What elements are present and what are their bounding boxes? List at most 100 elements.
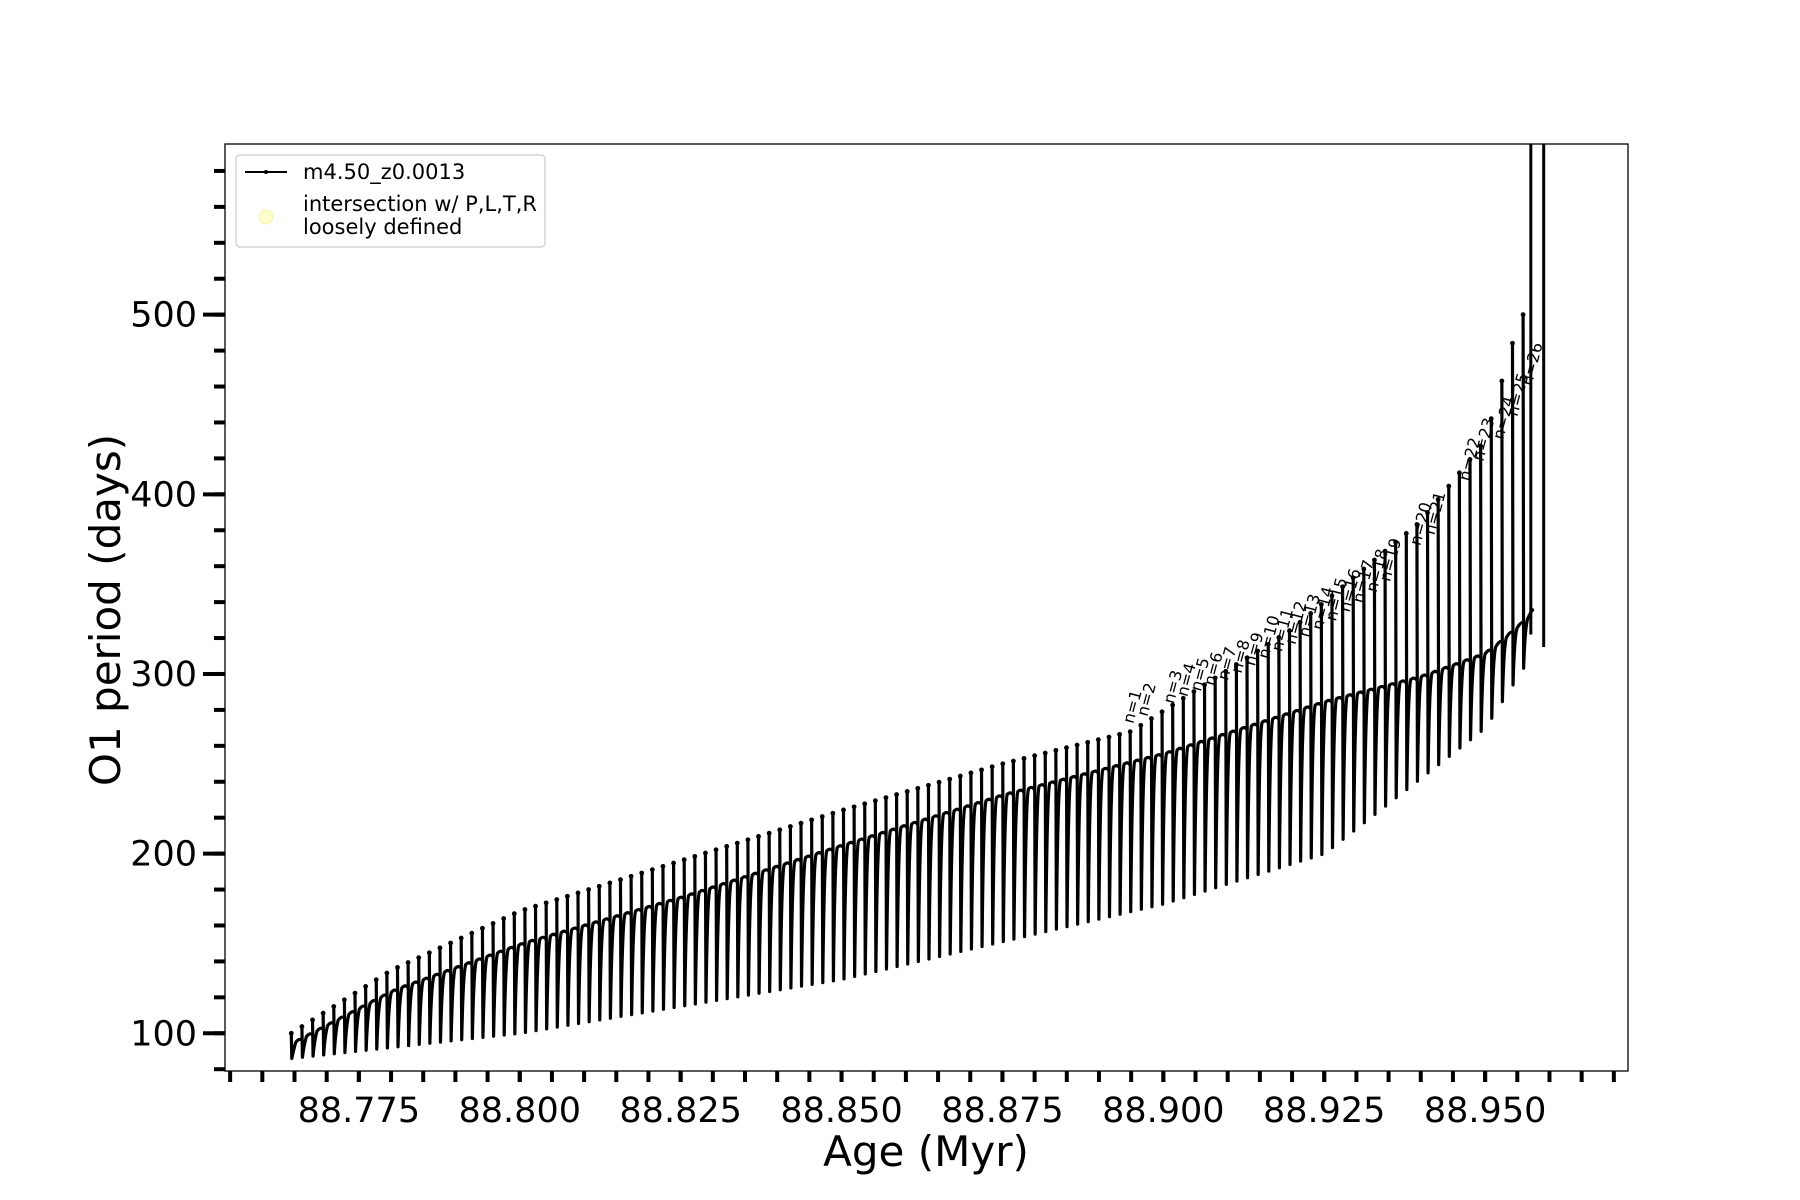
pulse-peak-point (628, 873, 634, 879)
pulse-loop (1224, 671, 1238, 887)
pulse-peak-point (1340, 584, 1345, 590)
pulse-peak-point (851, 804, 857, 810)
pulse-loop (1447, 486, 1461, 758)
pulse-peak-point (1467, 457, 1473, 462)
pulse-loop (576, 892, 590, 1026)
pulse-loop (310, 1019, 325, 1058)
y-tick-label: 300 (130, 655, 197, 695)
pulse-peak-point (819, 814, 825, 819)
pulse-peak-point (1170, 702, 1176, 708)
pulse-peak-point (395, 965, 400, 970)
pulse-loop (459, 938, 474, 1042)
pulse-peak-point (586, 887, 592, 892)
pulse-loop (703, 853, 718, 1004)
x-axis: 88.775 88.800 88.825 88.850 88.875 88.900 88.9… (228, 1071, 1616, 1131)
pulse-loop (916, 788, 930, 964)
pulse-peak-point (1329, 593, 1335, 599)
pulse-peak-point (989, 764, 995, 770)
pulse-loop (852, 806, 867, 979)
pulse-peak-point (862, 801, 868, 807)
pulse-loop (1160, 711, 1174, 906)
y-tick-label: 100 (130, 1014, 197, 1054)
pulse-peak-point (437, 945, 443, 951)
pulse-peak-point (713, 847, 719, 853)
y-tick-label: 400 (130, 475, 197, 515)
pulse-loop (417, 957, 431, 1046)
pulse-peak-point (426, 950, 432, 956)
pulse-loop (1181, 698, 1196, 900)
pulse-loop (682, 859, 697, 1008)
pulse-peak-point (490, 921, 496, 926)
y-tick-label: 500 (130, 296, 197, 336)
pulse-peak-point (1287, 628, 1292, 634)
pulse-loop (470, 933, 484, 1041)
pulse-peak-point (1414, 522, 1420, 527)
pulse-peak-point (1297, 619, 1303, 625)
pulse-loop (300, 1026, 314, 1059)
pulse-loop (353, 993, 367, 1054)
pulse-peak-point (703, 850, 708, 856)
pulse-peak-point (416, 955, 422, 961)
pulse-peak-point (1393, 539, 1399, 545)
pulse-peak-point (809, 817, 815, 823)
legend-entry-intersection-line1: intersection w/ P,L,T,R (303, 192, 537, 216)
x-tick-label: 88.825 (619, 1091, 741, 1131)
pulse-loop (1319, 604, 1334, 857)
pulse-loop (608, 882, 622, 1020)
pulse-peak-point (639, 870, 645, 876)
pulse-loop (1404, 533, 1419, 792)
x-tick-label: 88.925 (1263, 1091, 1385, 1131)
pulse-loop (767, 833, 782, 994)
x-tick-label: 88.875 (941, 1091, 1063, 1131)
pulse-loop (831, 813, 845, 983)
pulse-peak-point (1149, 716, 1154, 721)
pulse-loop (1128, 731, 1143, 914)
series-layer (288, 144, 1546, 1061)
y-tick-label: 200 (130, 835, 197, 875)
pulse-peak-point (575, 890, 581, 896)
pulse-peak-point (1499, 378, 1505, 384)
pulse-peak-point (1085, 739, 1091, 745)
pulse-peak-point (1318, 602, 1324, 607)
pulse-loop (1266, 644, 1281, 873)
pulse-loop (1500, 380, 1513, 704)
pulse-loop (1054, 750, 1068, 931)
pulse-loop (1064, 747, 1079, 929)
pulse-peak-point (1095, 737, 1101, 743)
pulse-peak-point (1276, 635, 1282, 640)
pulse-peak-point (1255, 648, 1261, 654)
pulse-loop (555, 899, 569, 1029)
pulse-peak-point (957, 773, 963, 779)
pulse-peak-point (787, 824, 793, 829)
pulse-loop (937, 782, 951, 959)
pulse-peak-point (904, 789, 910, 794)
pulse-peak-point (681, 857, 687, 863)
pulse-loop (1425, 512, 1440, 775)
pulse-loop (438, 947, 452, 1044)
pulse-loop (448, 942, 463, 1043)
legend-dot-marker (264, 170, 268, 174)
pulse-peak-point (1425, 510, 1430, 516)
x-tick-label: 88.775 (298, 1091, 420, 1131)
pulse-peak-point (766, 830, 772, 836)
pulse-loop (948, 779, 962, 956)
pulse-peak-point (1223, 668, 1229, 674)
pulse-peak-point (872, 798, 878, 804)
pulse-loop (332, 1006, 346, 1056)
pulse-peak-point (968, 770, 974, 776)
pulse-loop (926, 785, 941, 961)
pulse-peak-point (1212, 675, 1218, 681)
pulse-loop (395, 967, 410, 1049)
pulse-loop (650, 869, 665, 1013)
pulse-peak-point (883, 795, 889, 801)
pulse-loop (1415, 524, 1429, 783)
pulse-loop (958, 776, 973, 954)
pulse-loop (746, 839, 760, 997)
pulse-peak-point (1074, 742, 1080, 748)
pulse-loop (1107, 737, 1121, 919)
pulse-peak-point (341, 997, 347, 1003)
pulse-peak-point (1488, 416, 1494, 422)
pulse-peak-point (1372, 557, 1377, 563)
pulse-loop (1436, 499, 1451, 767)
